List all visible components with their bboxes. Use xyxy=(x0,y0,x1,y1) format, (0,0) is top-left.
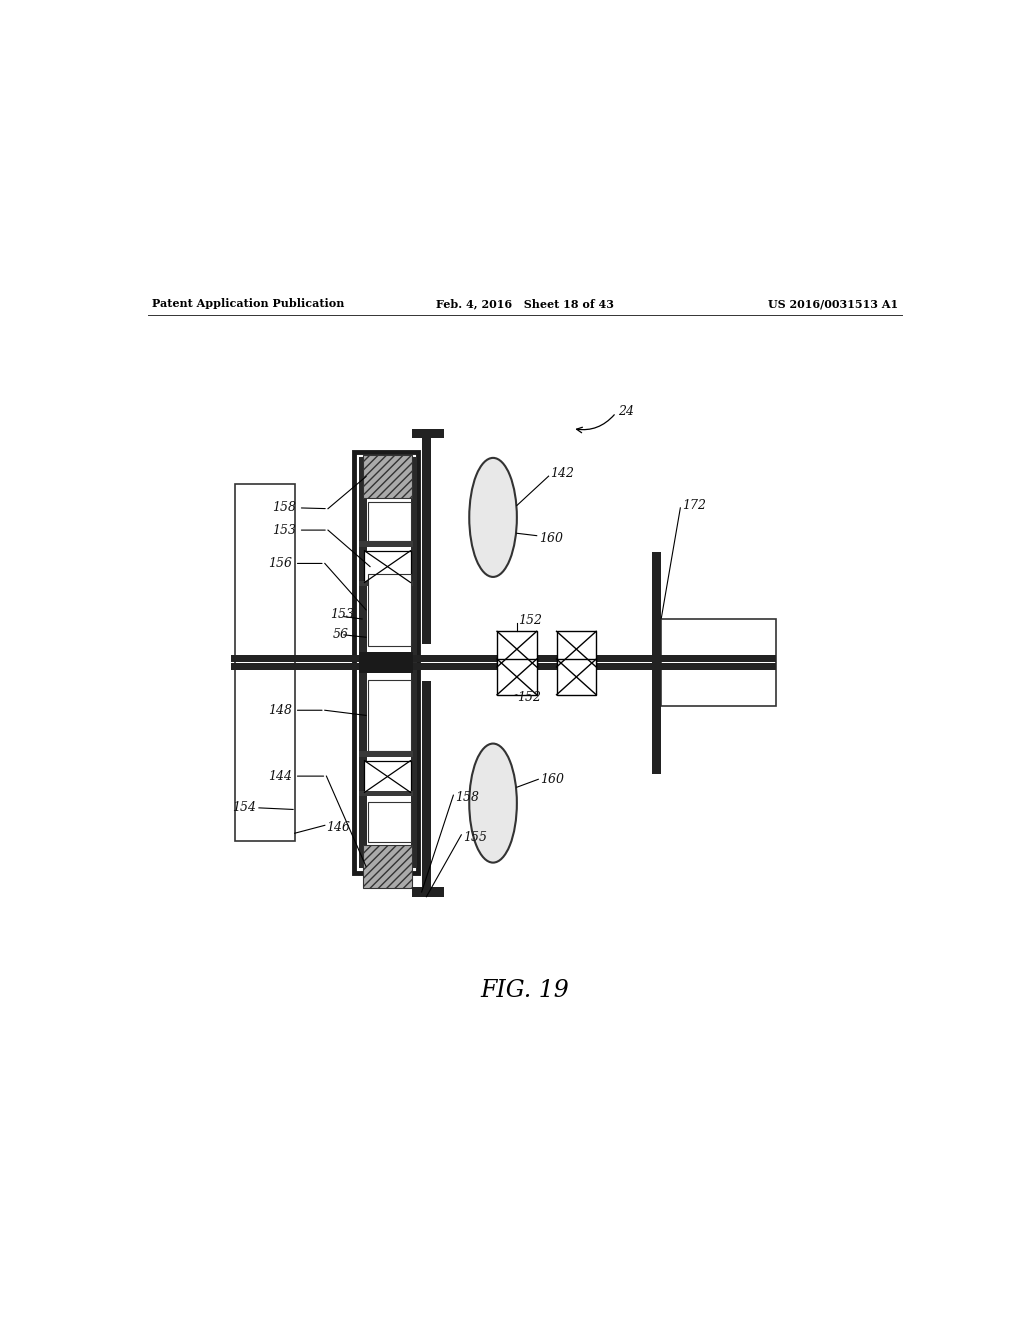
Bar xyxy=(369,803,412,842)
Bar xyxy=(359,457,367,869)
Bar xyxy=(236,484,295,841)
Bar xyxy=(662,655,776,661)
Text: 172: 172 xyxy=(682,499,706,512)
Text: 158: 158 xyxy=(455,791,479,804)
Bar xyxy=(362,454,412,499)
Text: 144: 144 xyxy=(268,770,292,783)
Bar xyxy=(422,429,431,644)
Bar xyxy=(497,659,537,694)
Text: 142: 142 xyxy=(550,467,574,480)
Text: 160: 160 xyxy=(539,532,563,545)
Bar xyxy=(412,429,443,438)
Text: Patent Application Publication: Patent Application Publication xyxy=(152,298,344,309)
Text: 160: 160 xyxy=(540,772,564,785)
Ellipse shape xyxy=(469,458,517,577)
Bar xyxy=(412,887,443,896)
Bar xyxy=(652,552,662,774)
Bar xyxy=(354,453,418,873)
Text: 56: 56 xyxy=(333,628,349,642)
Text: 154: 154 xyxy=(232,801,257,814)
Text: 156: 156 xyxy=(268,557,292,570)
Bar xyxy=(412,457,416,869)
Bar xyxy=(662,664,776,671)
Bar xyxy=(369,502,412,541)
Bar xyxy=(556,659,596,694)
Bar xyxy=(662,619,776,706)
Bar xyxy=(369,574,412,645)
Bar xyxy=(359,581,413,586)
Bar xyxy=(362,845,412,888)
Bar xyxy=(497,631,537,667)
Text: 153: 153 xyxy=(272,524,296,537)
Bar xyxy=(359,751,413,756)
Text: 152: 152 xyxy=(518,614,543,627)
Text: US 2016/0031513 A1: US 2016/0031513 A1 xyxy=(768,298,898,309)
Text: FIG. 19: FIG. 19 xyxy=(480,979,569,1002)
Text: 152: 152 xyxy=(517,692,541,704)
Text: 153: 153 xyxy=(331,607,354,620)
Text: 148: 148 xyxy=(268,704,292,717)
Text: 155: 155 xyxy=(463,830,486,843)
Bar xyxy=(556,631,596,667)
Text: 146: 146 xyxy=(327,821,350,834)
Ellipse shape xyxy=(469,743,517,862)
Bar xyxy=(231,664,763,671)
Bar xyxy=(369,680,412,751)
Bar xyxy=(359,541,413,546)
Text: 158: 158 xyxy=(272,502,296,515)
Bar xyxy=(231,655,763,661)
Bar xyxy=(365,760,411,792)
Text: Feb. 4, 2016   Sheet 18 of 43: Feb. 4, 2016 Sheet 18 of 43 xyxy=(436,298,613,309)
Bar xyxy=(422,681,431,896)
Bar xyxy=(365,550,411,582)
Bar xyxy=(359,652,413,673)
Bar xyxy=(359,791,413,796)
Text: 24: 24 xyxy=(618,404,635,417)
